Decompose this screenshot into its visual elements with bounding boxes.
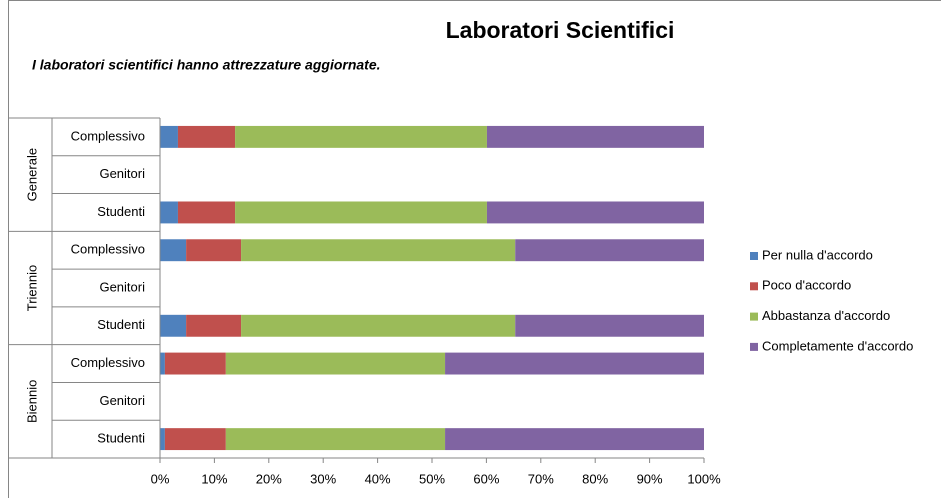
bar-segment — [487, 201, 704, 223]
bar-segment — [515, 315, 704, 337]
y-tick-label: Studenti — [97, 431, 145, 446]
bar-segment — [165, 353, 226, 375]
x-tick-label: 90% — [637, 471, 663, 486]
bar-segment — [241, 239, 515, 261]
bar-segment — [226, 428, 445, 450]
x-tick-label: 50% — [419, 471, 445, 486]
x-tick-label: 80% — [582, 471, 608, 486]
bar-segment — [186, 315, 241, 337]
bar-segment — [445, 428, 704, 450]
y-tick-label: Genitori — [99, 166, 145, 181]
bar-segment — [235, 126, 487, 148]
legend-label: Completamente d'accordo — [762, 338, 913, 353]
bar-segment — [160, 353, 165, 375]
bar-segment — [160, 201, 178, 223]
x-tick-label: 100% — [687, 471, 721, 486]
legend-label: Abbastanza d'accordo — [762, 308, 890, 323]
bar-segment — [445, 353, 704, 375]
x-tick-label: 10% — [201, 471, 227, 486]
bar-segment — [235, 201, 487, 223]
bar-segment — [186, 239, 241, 261]
y-tick-label: Studenti — [97, 204, 145, 219]
y-tick-label: Complessivo — [71, 355, 145, 370]
legend-swatch — [750, 252, 758, 260]
bar-segment — [178, 126, 235, 148]
x-tick-label: 60% — [473, 471, 499, 486]
x-tick-label: 30% — [310, 471, 336, 486]
y-tick-label: Complessivo — [71, 242, 145, 257]
legend-swatch — [750, 282, 758, 290]
y-tick-label: Complessivo — [71, 128, 145, 143]
chart-subtitle: I laboratori scientifici hanno attrezzat… — [32, 57, 381, 73]
x-tick-label: 20% — [256, 471, 282, 486]
legend-swatch — [750, 313, 758, 321]
y-tick-label: Studenti — [97, 317, 145, 332]
chart-title: Laboratori Scientifici — [446, 17, 675, 43]
bar-segment — [226, 353, 445, 375]
group-label: Triennio — [24, 265, 39, 311]
bar-segment — [160, 239, 186, 261]
x-tick-label: 70% — [528, 471, 554, 486]
bar-segment — [515, 239, 704, 261]
bar-segment — [160, 315, 186, 337]
legend-label: Per nulla d'accordo — [762, 247, 873, 262]
legend-swatch — [750, 343, 758, 351]
bar-segment — [487, 126, 704, 148]
y-tick-label: Genitori — [99, 279, 145, 294]
y-tick-label: Genitori — [99, 393, 145, 408]
legend-label: Poco d'accordo — [762, 278, 851, 293]
x-tick-label: 40% — [365, 471, 391, 486]
bar-segment — [241, 315, 515, 337]
x-tick-label: 0% — [151, 471, 170, 486]
bar-segment — [160, 428, 165, 450]
bar-segment — [165, 428, 226, 450]
bar-segment — [160, 126, 178, 148]
bar-segment — [178, 201, 235, 223]
group-label: Generale — [24, 148, 39, 201]
group-label: Biennio — [24, 380, 39, 423]
